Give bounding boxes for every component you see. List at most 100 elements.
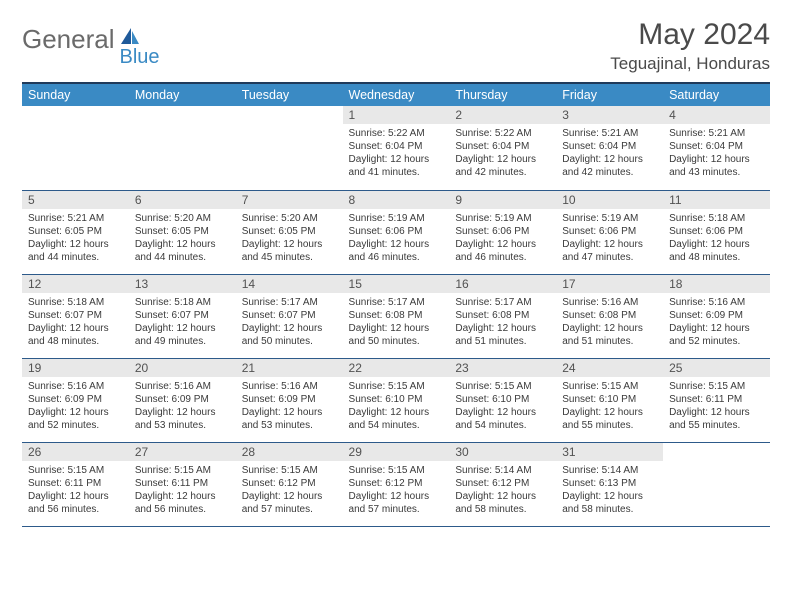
day-number: 2 [449,106,556,124]
calendar-day-cell: 24Sunrise: 5:15 AMSunset: 6:10 PMDayligh… [556,358,663,442]
day-ss: Sunset: 6:04 PM [349,140,444,153]
day-d1: Daylight: 12 hours [455,406,550,419]
day-sr: Sunrise: 5:15 AM [28,464,123,477]
weekday-header: Sunday [22,83,129,106]
day-d2: and 57 minutes. [242,503,337,516]
day-sr: Sunrise: 5:17 AM [349,296,444,309]
day-ss: Sunset: 6:10 PM [455,393,550,406]
day-number: 16 [449,275,556,293]
day-content: Sunrise: 5:20 AMSunset: 6:05 PMDaylight:… [236,209,343,266]
day-d2: and 53 minutes. [242,419,337,432]
day-number: 26 [22,443,129,461]
day-number: 3 [556,106,663,124]
day-sr: Sunrise: 5:15 AM [562,380,657,393]
day-sr: Sunrise: 5:14 AM [562,464,657,477]
day-number: 12 [22,275,129,293]
calendar-day-cell: 7Sunrise: 5:20 AMSunset: 6:05 PMDaylight… [236,190,343,274]
day-number: 31 [556,443,663,461]
day-d1: Daylight: 12 hours [669,406,764,419]
day-sr: Sunrise: 5:15 AM [135,464,230,477]
calendar-day-cell: 18Sunrise: 5:16 AMSunset: 6:09 PMDayligh… [663,274,770,358]
calendar-page: General Blue May 2024 Teguajinal, Hondur… [0,0,792,545]
day-d1: Daylight: 12 hours [562,406,657,419]
calendar-day-cell: 4Sunrise: 5:21 AMSunset: 6:04 PMDaylight… [663,106,770,190]
day-number: 30 [449,443,556,461]
day-d1: Daylight: 12 hours [242,490,337,503]
day-d2: and 44 minutes. [28,251,123,264]
day-ss: Sunset: 6:06 PM [455,225,550,238]
calendar-day-cell [22,106,129,190]
day-ss: Sunset: 6:06 PM [669,225,764,238]
day-d1: Daylight: 12 hours [28,238,123,251]
day-d1: Daylight: 12 hours [135,322,230,335]
calendar-day-cell: 3Sunrise: 5:21 AMSunset: 6:04 PMDaylight… [556,106,663,190]
day-sr: Sunrise: 5:15 AM [669,380,764,393]
day-d1: Daylight: 12 hours [669,238,764,251]
day-number: 24 [556,359,663,377]
day-d1: Daylight: 12 hours [242,238,337,251]
day-number: 20 [129,359,236,377]
day-d1: Daylight: 12 hours [349,322,444,335]
day-d1: Daylight: 12 hours [242,406,337,419]
day-d2: and 56 minutes. [28,503,123,516]
day-d2: and 46 minutes. [455,251,550,264]
day-number: 17 [556,275,663,293]
logo: General Blue [22,24,184,55]
day-content: Sunrise: 5:21 AMSunset: 6:05 PMDaylight:… [22,209,129,266]
day-number: 10 [556,191,663,209]
month-title: May 2024 [610,18,770,52]
day-number: 23 [449,359,556,377]
calendar-day-cell: 2Sunrise: 5:22 AMSunset: 6:04 PMDaylight… [449,106,556,190]
day-content: Sunrise: 5:22 AMSunset: 6:04 PMDaylight:… [343,124,450,181]
day-ss: Sunset: 6:09 PM [135,393,230,406]
calendar-day-cell: 13Sunrise: 5:18 AMSunset: 6:07 PMDayligh… [129,274,236,358]
day-d2: and 52 minutes. [669,335,764,348]
day-number: 22 [343,359,450,377]
day-sr: Sunrise: 5:15 AM [349,464,444,477]
day-sr: Sunrise: 5:22 AM [349,127,444,140]
day-d1: Daylight: 12 hours [135,238,230,251]
day-d2: and 50 minutes. [349,335,444,348]
day-d2: and 54 minutes. [455,419,550,432]
calendar-day-cell: 22Sunrise: 5:15 AMSunset: 6:10 PMDayligh… [343,358,450,442]
calendar-day-cell: 5Sunrise: 5:21 AMSunset: 6:05 PMDaylight… [22,190,129,274]
day-d2: and 41 minutes. [349,166,444,179]
day-d1: Daylight: 12 hours [669,153,764,166]
day-sr: Sunrise: 5:17 AM [242,296,337,309]
day-d1: Daylight: 12 hours [562,153,657,166]
weekday-header-row: Sunday Monday Tuesday Wednesday Thursday… [22,83,770,106]
day-number: 7 [236,191,343,209]
day-content: Sunrise: 5:15 AMSunset: 6:10 PMDaylight:… [343,377,450,434]
day-content: Sunrise: 5:21 AMSunset: 6:04 PMDaylight:… [556,124,663,181]
day-sr: Sunrise: 5:20 AM [242,212,337,225]
day-d2: and 48 minutes. [669,251,764,264]
day-d1: Daylight: 12 hours [28,322,123,335]
day-ss: Sunset: 6:11 PM [669,393,764,406]
day-sr: Sunrise: 5:15 AM [242,464,337,477]
day-ss: Sunset: 6:09 PM [242,393,337,406]
day-d2: and 55 minutes. [562,419,657,432]
calendar-day-cell: 27Sunrise: 5:15 AMSunset: 6:11 PMDayligh… [129,442,236,526]
day-d2: and 49 minutes. [135,335,230,348]
weekday-header: Friday [556,83,663,106]
day-content: Sunrise: 5:15 AMSunset: 6:10 PMDaylight:… [449,377,556,434]
day-sr: Sunrise: 5:14 AM [455,464,550,477]
day-content: Sunrise: 5:21 AMSunset: 6:04 PMDaylight:… [663,124,770,181]
calendar-day-cell: 16Sunrise: 5:17 AMSunset: 6:08 PMDayligh… [449,274,556,358]
location: Teguajinal, Honduras [610,54,770,74]
calendar-day-cell: 31Sunrise: 5:14 AMSunset: 6:13 PMDayligh… [556,442,663,526]
calendar-day-cell: 15Sunrise: 5:17 AMSunset: 6:08 PMDayligh… [343,274,450,358]
day-d1: Daylight: 12 hours [562,490,657,503]
day-number: 11 [663,191,770,209]
day-d2: and 53 minutes. [135,419,230,432]
day-d2: and 50 minutes. [242,335,337,348]
calendar-day-cell [129,106,236,190]
day-sr: Sunrise: 5:16 AM [135,380,230,393]
calendar-day-cell: 20Sunrise: 5:16 AMSunset: 6:09 PMDayligh… [129,358,236,442]
day-sr: Sunrise: 5:15 AM [455,380,550,393]
day-d1: Daylight: 12 hours [349,490,444,503]
calendar-week-row: 19Sunrise: 5:16 AMSunset: 6:09 PMDayligh… [22,358,770,442]
day-sr: Sunrise: 5:20 AM [135,212,230,225]
calendar-day-cell: 19Sunrise: 5:16 AMSunset: 6:09 PMDayligh… [22,358,129,442]
day-content: Sunrise: 5:16 AMSunset: 6:08 PMDaylight:… [556,293,663,350]
